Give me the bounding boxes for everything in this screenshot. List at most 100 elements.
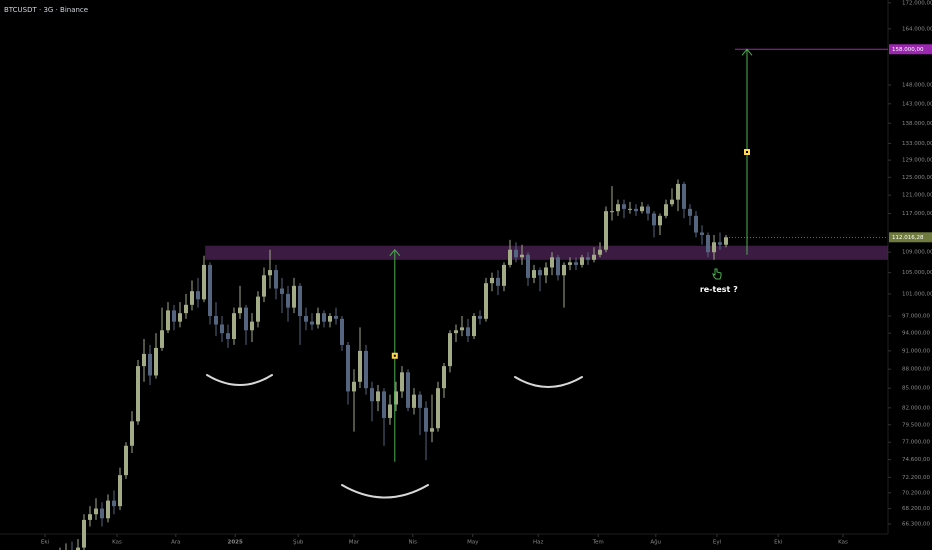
target-label: 158.000,00 [892, 47, 924, 53]
candle-body [700, 232, 704, 235]
candle-body [586, 257, 590, 260]
left-shoulder-arc [206, 374, 273, 386]
candle-body [400, 372, 404, 392]
candle-body [310, 321, 314, 325]
candle-body [598, 249, 602, 255]
annotation: re-test ? [700, 285, 738, 294]
candle-body [238, 307, 242, 314]
candle-body [628, 208, 632, 210]
y-tick-label: 148.000,00 [902, 83, 932, 89]
x-tick-label: Ara [171, 540, 180, 546]
candle-body [232, 313, 236, 340]
x-tick-label: Mar [349, 540, 360, 546]
candle-body [196, 291, 200, 300]
candle-body [496, 277, 500, 286]
candle-body [292, 285, 296, 308]
y-tick-label: 138.000,00 [902, 121, 932, 127]
last-price-label: 112.016,28 [892, 235, 924, 241]
candle-body [346, 344, 350, 392]
candle-body [142, 353, 146, 367]
target-label-box [889, 44, 932, 55]
measure-arrow [741, 48, 753, 255]
candle-body [460, 327, 464, 331]
candle-body [370, 388, 374, 402]
candle-body [166, 310, 170, 331]
candle-body [298, 285, 302, 316]
candle-body [436, 388, 440, 429]
candle-body [688, 208, 692, 216]
candle-body [706, 234, 710, 253]
candle-body [202, 264, 206, 300]
candle-body [556, 257, 560, 276]
y-tick-label: 129.000,00 [902, 158, 932, 164]
candle-body [214, 315, 218, 325]
candle-body [508, 249, 512, 265]
candle-body [136, 366, 140, 422]
candle-body [412, 394, 416, 408]
candle-body [448, 333, 452, 367]
arrow-head [741, 48, 753, 56]
candle-body [94, 508, 98, 515]
candle-body [424, 407, 428, 432]
candle-body [478, 315, 482, 319]
candle-body [724, 237, 728, 245]
y-tick-label: 117.000,00 [902, 211, 932, 217]
candle-body [676, 183, 680, 200]
x-tick-label: Ağu [650, 539, 661, 546]
candle-body [340, 318, 344, 345]
resistance-zone [205, 245, 888, 260]
candle-body [610, 211, 614, 213]
y-tick-label: 79.500,00 [902, 422, 930, 428]
candle-body [178, 313, 182, 322]
candle-body [568, 262, 572, 265]
candle-body [154, 347, 158, 376]
candle-body [364, 350, 368, 389]
y-tick-label: 70.200,00 [902, 490, 930, 496]
candle-body [190, 291, 194, 305]
candle-body [442, 366, 446, 389]
y-tick-label: 72.200,00 [902, 475, 930, 481]
hand-icon [712, 268, 722, 280]
x-tick-label: Nis [409, 540, 418, 546]
candle-body [616, 204, 620, 212]
candle-body [274, 270, 278, 289]
candle-body [664, 204, 668, 216]
candle-body [640, 206, 644, 212]
candle-body [316, 313, 320, 325]
candle-body [520, 254, 524, 258]
x-tick-label: Kas [112, 540, 122, 546]
candle-body [376, 391, 380, 402]
candle-body [322, 313, 326, 322]
candle-body [388, 404, 392, 418]
candle-body [718, 242, 722, 245]
candle-body [682, 183, 686, 209]
y-tick-label: 68.200,00 [902, 506, 930, 512]
candle-body [118, 475, 122, 507]
y-tick-label: 94.000,00 [902, 331, 930, 337]
y-tick-label: 164.000,00 [902, 26, 932, 32]
candle-body [256, 296, 260, 322]
candle-body [100, 508, 104, 519]
candle-body [562, 264, 566, 276]
candle-body [130, 421, 134, 446]
candle-body [658, 215, 662, 226]
candle-body [490, 277, 494, 284]
candle-body [208, 264, 212, 316]
candle-body [418, 394, 422, 408]
candle-body [160, 330, 164, 348]
candle-body [358, 350, 362, 382]
y-tick-label: 77.000,00 [902, 440, 930, 446]
candle-body [514, 249, 518, 258]
candle-body [544, 267, 548, 276]
candle-body [502, 264, 506, 286]
candle-body [580, 257, 584, 265]
candle-body [226, 333, 230, 340]
candle-body [622, 204, 626, 209]
candle-body [184, 304, 188, 314]
x-tick-label: Eki [41, 540, 50, 546]
measure-handle-mid [746, 151, 748, 154]
measure-handle-mid [393, 354, 396, 357]
y-tick-label: 97.000,00 [902, 313, 930, 319]
candle-body [574, 262, 578, 265]
candle-body [592, 254, 596, 260]
